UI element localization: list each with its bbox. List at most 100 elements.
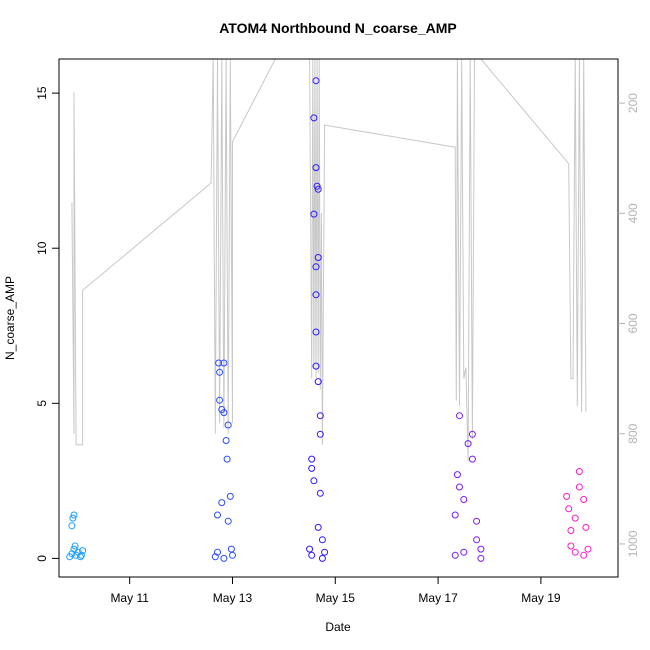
data-point — [321, 548, 329, 556]
x-tick-label: May 19 — [521, 591, 561, 605]
data-point — [308, 551, 316, 559]
data-point — [312, 77, 320, 85]
data-point — [308, 455, 316, 463]
right-tick-label: 400 — [626, 203, 640, 223]
data-point — [229, 551, 236, 559]
data-point — [451, 511, 459, 519]
data-point — [215, 359, 223, 367]
x-tick-label: May 15 — [316, 591, 356, 605]
data-point — [312, 362, 320, 370]
data-point — [224, 421, 232, 429]
data-point — [214, 548, 221, 556]
y-tick-label: 15 — [35, 86, 49, 100]
plot-frame — [58, 58, 619, 578]
y-tick-label: 0 — [35, 555, 49, 562]
data-point — [218, 499, 226, 507]
data-point — [314, 523, 322, 531]
data-point — [223, 455, 231, 463]
data-point — [580, 496, 588, 503]
data-point — [78, 551, 85, 559]
data-point — [318, 554, 326, 562]
data-point — [220, 409, 228, 417]
y-axis: 0 5 10 15 — [35, 86, 59, 562]
y-tick-label: 10 — [35, 241, 49, 255]
right-tick-label: 600 — [626, 313, 640, 333]
data-point — [224, 517, 232, 525]
data-point — [565, 505, 573, 513]
data-point — [456, 483, 463, 491]
right-tick-label: 800 — [626, 423, 640, 443]
data-point — [310, 210, 318, 218]
y-tick-label: 5 — [35, 400, 49, 407]
data-point — [216, 368, 224, 376]
data-point — [460, 496, 468, 503]
data-point — [312, 291, 320, 299]
data-point — [567, 527, 575, 534]
x-tick-label: May 17 — [418, 591, 458, 605]
data-point — [227, 545, 235, 553]
data-point — [468, 430, 476, 438]
data-point — [314, 254, 322, 261]
right-tick-label: 200 — [626, 93, 640, 113]
data-point — [214, 511, 221, 519]
data-point — [571, 548, 579, 556]
data-point — [451, 551, 459, 559]
data-point — [563, 492, 571, 500]
data-point — [312, 263, 320, 271]
secondary-series-line — [71, 58, 587, 462]
series-1 — [211, 359, 236, 562]
series-0 — [66, 511, 87, 561]
data-point — [575, 468, 583, 475]
series-3 — [451, 412, 485, 562]
data-point — [316, 430, 324, 438]
data-point — [316, 412, 324, 420]
point-layer — [66, 77, 592, 562]
data-point — [220, 554, 228, 562]
series-2 — [306, 77, 329, 562]
secondary-line-layer — [71, 58, 587, 462]
data-point — [567, 542, 575, 550]
series-4 — [563, 468, 592, 559]
data-point — [575, 483, 583, 491]
data-point — [314, 185, 322, 193]
data-point — [306, 545, 314, 553]
data-point — [310, 114, 318, 122]
data-point — [226, 492, 234, 500]
data-point — [313, 182, 321, 190]
data-point — [453, 471, 461, 479]
data-point — [582, 523, 590, 531]
data-point — [477, 545, 485, 553]
data-point — [473, 536, 481, 544]
x-axis: May 11 May 13 May 15 May 17 May 19 — [110, 576, 561, 605]
data-point — [216, 396, 224, 404]
data-point — [314, 378, 322, 386]
data-point — [308, 464, 316, 472]
right-axis: 200 400 600 800 1000 — [618, 93, 640, 557]
data-point — [79, 547, 87, 555]
data-point — [316, 489, 324, 497]
x-tick-label: May 13 — [213, 591, 253, 605]
data-point — [68, 522, 76, 530]
data-point — [69, 514, 77, 522]
data-point — [580, 551, 588, 559]
data-point — [70, 511, 78, 519]
x-tick-label: May 11 — [110, 591, 149, 605]
data-point — [76, 553, 84, 561]
data-point — [222, 437, 230, 444]
y-axis-label: N_coarse_AMP — [3, 276, 17, 360]
data-point — [312, 164, 320, 172]
data-point — [318, 536, 326, 544]
data-point — [584, 545, 592, 553]
chart-title: ATOM4 Northbound N_coarse_AMP — [219, 20, 457, 36]
data-point — [71, 542, 79, 550]
data-point — [310, 477, 318, 485]
data-point — [477, 554, 485, 562]
data-point — [464, 440, 472, 448]
data-point — [571, 514, 579, 522]
data-point — [312, 328, 320, 336]
data-point — [220, 359, 228, 367]
x-axis-label: Date — [325, 620, 351, 634]
right-tick-label: 1000 — [626, 530, 640, 557]
data-point — [456, 412, 463, 420]
